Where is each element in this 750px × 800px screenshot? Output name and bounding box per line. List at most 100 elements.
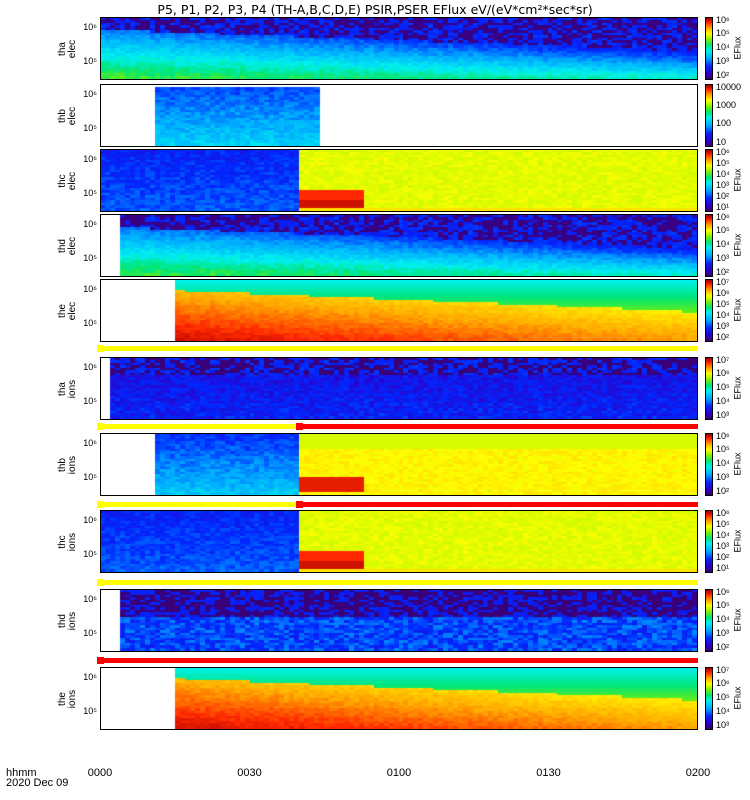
colorbar-unit-label: EFlux bbox=[732, 35, 743, 60]
status-flag-bar bbox=[299, 502, 698, 507]
y-tick-label: 10⁶ bbox=[83, 362, 97, 373]
y-tick-label: 10⁵ bbox=[83, 318, 97, 329]
colorbar-tick-label: 10¹ bbox=[716, 201, 730, 212]
status-flag-marker bbox=[97, 657, 104, 664]
y-tick-label: 10⁵ bbox=[83, 253, 97, 264]
colorbar-tick-label: 1000 bbox=[716, 100, 737, 110]
colorbar-tick-label: 10⁵ bbox=[716, 518, 730, 529]
y-tick-label: 10⁶ bbox=[83, 284, 97, 295]
colorbar-tick-label: 10⁶ bbox=[716, 678, 730, 689]
spectrogram-image bbox=[101, 358, 697, 419]
colorbar-tick-label: 100 bbox=[716, 118, 732, 129]
spectrogram-panel bbox=[100, 17, 698, 80]
colorbar-unit-label: EFlux bbox=[732, 607, 743, 632]
colorbar-tick-label: 10⁶ bbox=[716, 211, 730, 222]
colorbar-tick-label: 10⁴ bbox=[716, 239, 730, 250]
colorbar-tick-label: 10³ bbox=[716, 628, 730, 639]
y-tick-label: 10⁶ bbox=[83, 438, 97, 449]
colorbar-unit-label: EFlux bbox=[732, 375, 743, 400]
colorbar bbox=[705, 589, 713, 652]
colorbar-tick-label: 10⁴ bbox=[716, 168, 730, 179]
colorbar-tick-label: 10² bbox=[716, 641, 730, 652]
colorbar bbox=[705, 214, 713, 277]
colorbar-tick-label: 10⁵ bbox=[716, 157, 730, 168]
colorbar-tick-label: 10⁴ bbox=[716, 309, 730, 320]
status-flag-marker bbox=[97, 501, 104, 508]
spectrogram-image bbox=[101, 590, 697, 651]
spectrogram-panel bbox=[100, 510, 698, 573]
spectrogram-panel bbox=[100, 667, 698, 730]
colorbar-tick-label: 10³ bbox=[716, 320, 730, 331]
y-tick-label: 10⁵ bbox=[83, 472, 97, 483]
status-flag-marker bbox=[296, 423, 304, 430]
colorbar-tick-label: 10⁷ bbox=[716, 664, 730, 675]
colorbar bbox=[705, 433, 713, 496]
status-flag-marker bbox=[296, 501, 304, 508]
colorbar-tick-label: 10⁶ bbox=[716, 586, 730, 597]
colorbar-tick-label: 10⁵ bbox=[716, 444, 730, 455]
colorbar-tick-label: 10000 bbox=[716, 81, 742, 92]
colorbar-tick-label: 10⁴ bbox=[716, 396, 730, 407]
colorbar-gradient bbox=[706, 18, 712, 79]
status-flag-bar bbox=[100, 580, 698, 585]
colorbar-tick-label: 10² bbox=[716, 485, 730, 496]
colorbar-gradient bbox=[706, 590, 712, 651]
colorbar-unit-label: EFlux bbox=[732, 297, 743, 322]
colorbar-tick-label: 10⁴ bbox=[716, 458, 730, 469]
colorbar-tick-label: 10⁴ bbox=[716, 706, 730, 717]
spectrogram-panel bbox=[100, 84, 698, 147]
spectrogram-panel bbox=[100, 214, 698, 277]
y-tick-label: 10⁶ bbox=[83, 154, 97, 165]
colorbar bbox=[705, 149, 713, 212]
y-tick-label: 10⁵ bbox=[83, 123, 97, 134]
colorbar bbox=[705, 84, 713, 147]
colorbar-gradient bbox=[706, 280, 712, 341]
spectrogram-image bbox=[101, 434, 697, 495]
colorbar-tick-label: 10³ bbox=[716, 719, 730, 730]
colorbar-tick-label: 10² bbox=[716, 551, 730, 562]
colorbar-tick-label: 10² bbox=[716, 266, 730, 277]
colorbar-tick-label: 10³ bbox=[716, 179, 730, 190]
colorbar-tick-label: 10³ bbox=[716, 253, 730, 264]
colorbar bbox=[705, 279, 713, 342]
colorbar-unit-label: EFlux bbox=[732, 232, 743, 257]
y-tick-label: 10⁶ bbox=[83, 219, 97, 230]
colorbar-tick-label: 10⁶ bbox=[716, 287, 730, 298]
colorbar-gradient bbox=[706, 434, 712, 495]
colorbar-tick-label: 10⁴ bbox=[716, 529, 730, 540]
spectrogram-panel bbox=[100, 433, 698, 496]
spectrogram-panel bbox=[100, 589, 698, 652]
colorbar-tick-label: 10⁵ bbox=[716, 28, 730, 39]
colorbar-tick-label: 10⁶ bbox=[716, 14, 730, 25]
colorbar-gradient bbox=[706, 511, 712, 572]
colorbar-unit-label: EFlux bbox=[732, 167, 743, 192]
colorbar-unit-label: EFlux bbox=[732, 528, 743, 553]
x-tick-label: 0130 bbox=[536, 767, 561, 779]
colorbar-tick-label: 10⁴ bbox=[716, 614, 730, 625]
colorbar-tick-label: 10⁴ bbox=[716, 42, 730, 53]
colorbar-tick-label: 10⁷ bbox=[716, 354, 730, 365]
colorbar-tick-label: 10⁶ bbox=[716, 430, 730, 441]
x-tick-label: 0100 bbox=[386, 767, 412, 779]
y-tick-label: 10⁶ bbox=[83, 594, 97, 605]
colorbar-tick-label: 10³ bbox=[716, 540, 730, 551]
colorbar-unit-label: EFlux bbox=[732, 685, 743, 710]
y-tick-label: 10⁵ bbox=[83, 706, 97, 717]
y-tick-label: 10⁶ bbox=[83, 89, 97, 100]
spectrogram-panel bbox=[100, 357, 698, 420]
spectrogram-image bbox=[101, 511, 697, 572]
colorbar-tick-label: 10⁶ bbox=[716, 146, 730, 157]
spectrogram-image bbox=[101, 668, 697, 729]
colorbar bbox=[705, 667, 713, 730]
spectrogram-image bbox=[101, 215, 697, 276]
y-tick-label: 10⁵ bbox=[83, 188, 97, 199]
y-tick-label: 10⁵ bbox=[83, 628, 97, 639]
spectrogram-panel bbox=[100, 279, 698, 342]
colorbar-tick-label: 10³ bbox=[716, 56, 730, 67]
status-flag-bar bbox=[100, 424, 300, 429]
status-flag-bar bbox=[299, 424, 698, 429]
colorbar-tick-label: 10³ bbox=[716, 472, 730, 483]
status-flag-marker bbox=[97, 345, 104, 352]
colorbar-tick-label: 10⁷ bbox=[716, 276, 730, 287]
